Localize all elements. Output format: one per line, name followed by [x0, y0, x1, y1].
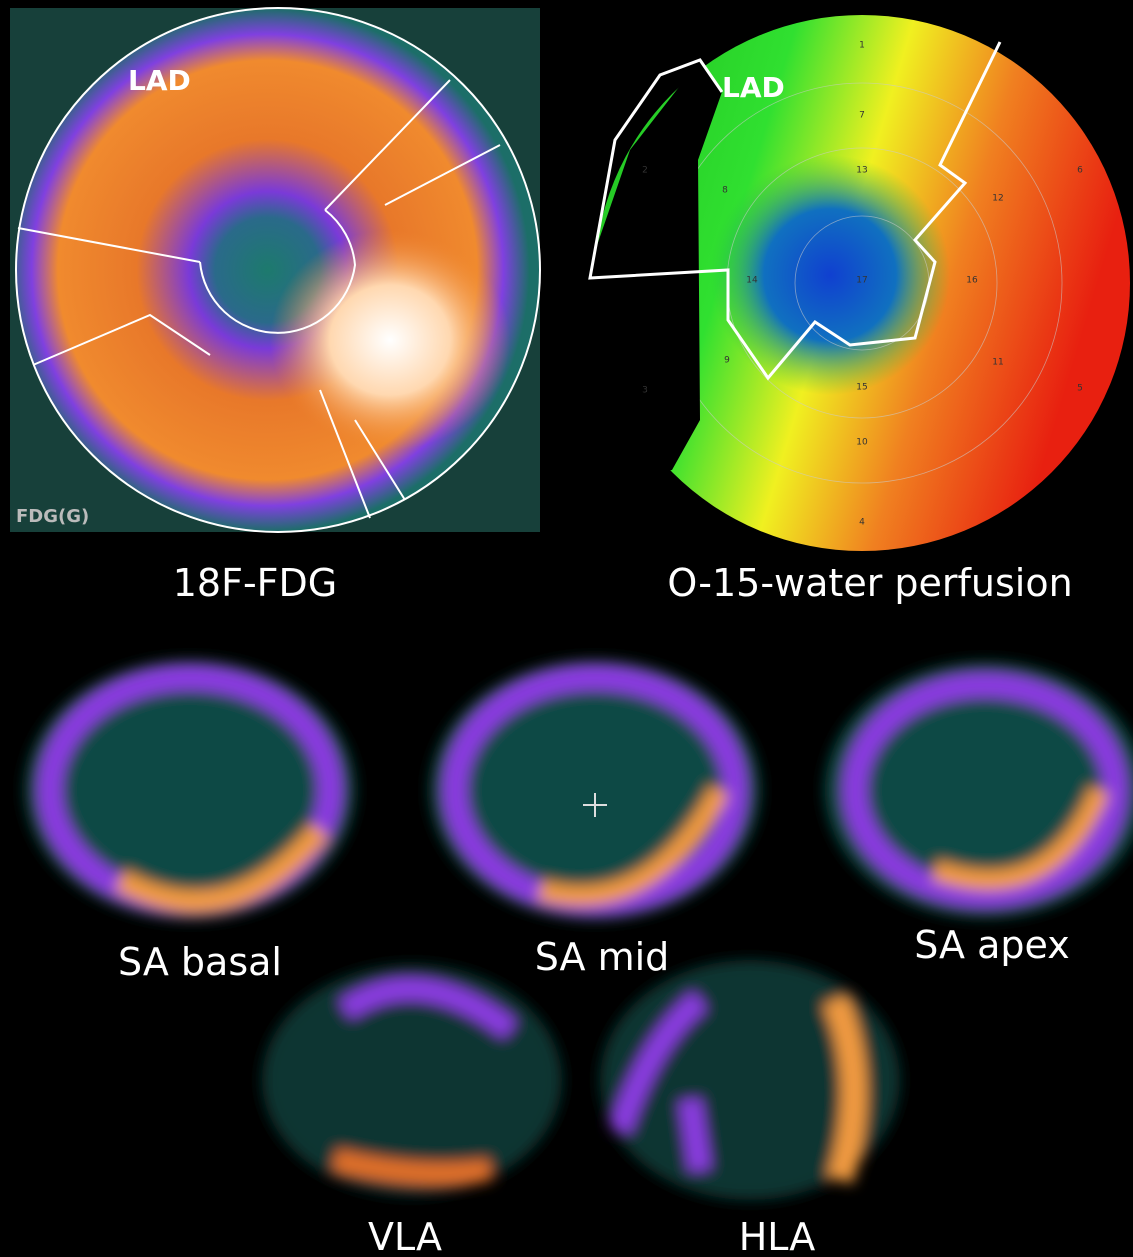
slice-caption: SA apex — [914, 923, 1070, 967]
figure: LAD FDG(G) 18F-FDG LAD 12345678910111213… — [0, 0, 1133, 1257]
segment-label: 12 — [992, 194, 1003, 204]
segment-label: 7 — [859, 111, 865, 121]
segment-label: 17 — [856, 276, 867, 286]
perfusion-caption: O-15-water perfusion — [667, 561, 1072, 605]
slice-caption: SA mid — [535, 935, 670, 979]
segment-label: 8 — [722, 186, 728, 196]
fdg-tracer-label: FDG(G) — [16, 506, 89, 527]
perfusion-region-label: LAD — [722, 71, 785, 104]
slice-caption: HLA — [739, 1215, 816, 1257]
fdg-hot-region — [270, 230, 510, 450]
segment-label: 5 — [1077, 384, 1083, 394]
segment-label: 11 — [992, 358, 1003, 368]
segment-label: 14 — [746, 276, 758, 286]
segment-label: 1 — [859, 41, 865, 51]
fdg-caption: 18F-FDG — [173, 561, 338, 605]
segment-label: 16 — [966, 276, 978, 286]
segment-label: 4 — [859, 518, 865, 528]
segment-label: 3 — [642, 386, 648, 396]
segment-label: 9 — [724, 356, 730, 366]
segment-label: 10 — [856, 438, 868, 448]
segment-label: 2 — [642, 166, 648, 176]
fdg-region-label: LAD — [128, 64, 191, 97]
slice-caption: VLA — [368, 1215, 442, 1257]
segment-label: 6 — [1077, 166, 1083, 176]
segment-label: 15 — [856, 383, 867, 393]
page: LAD FDG(G) 18F-FDG LAD 12345678910111213… — [0, 0, 1133, 1257]
slice-caption: SA basal — [118, 940, 282, 984]
segment-label: 13 — [856, 166, 867, 176]
